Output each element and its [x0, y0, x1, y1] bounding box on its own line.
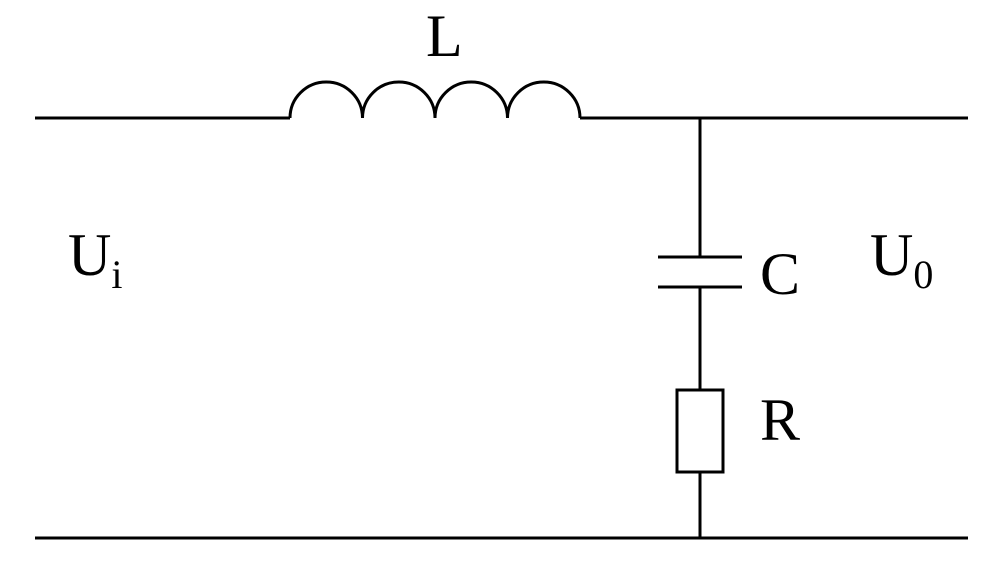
label-input-voltage: Ui [68, 225, 122, 295]
label-input-voltage-subscript: i [111, 252, 122, 297]
label-inductor-text: L [426, 3, 463, 69]
label-resistor: R [760, 390, 800, 450]
label-output-voltage-subscript: 0 [913, 252, 933, 297]
label-capacitor: C [760, 244, 800, 304]
circuit-diagram: LUiCU0R [0, 0, 1000, 565]
label-input-voltage-text: U [68, 222, 111, 288]
label-resistor-text: R [760, 387, 800, 453]
inductor-symbol [290, 82, 580, 118]
label-output-voltage-text: U [870, 222, 913, 288]
label-output-voltage: U0 [870, 225, 933, 295]
resistor-symbol [677, 390, 723, 472]
label-inductor: L [426, 6, 463, 66]
circuit-svg [0, 0, 1000, 565]
label-capacitor-text: C [760, 241, 800, 307]
